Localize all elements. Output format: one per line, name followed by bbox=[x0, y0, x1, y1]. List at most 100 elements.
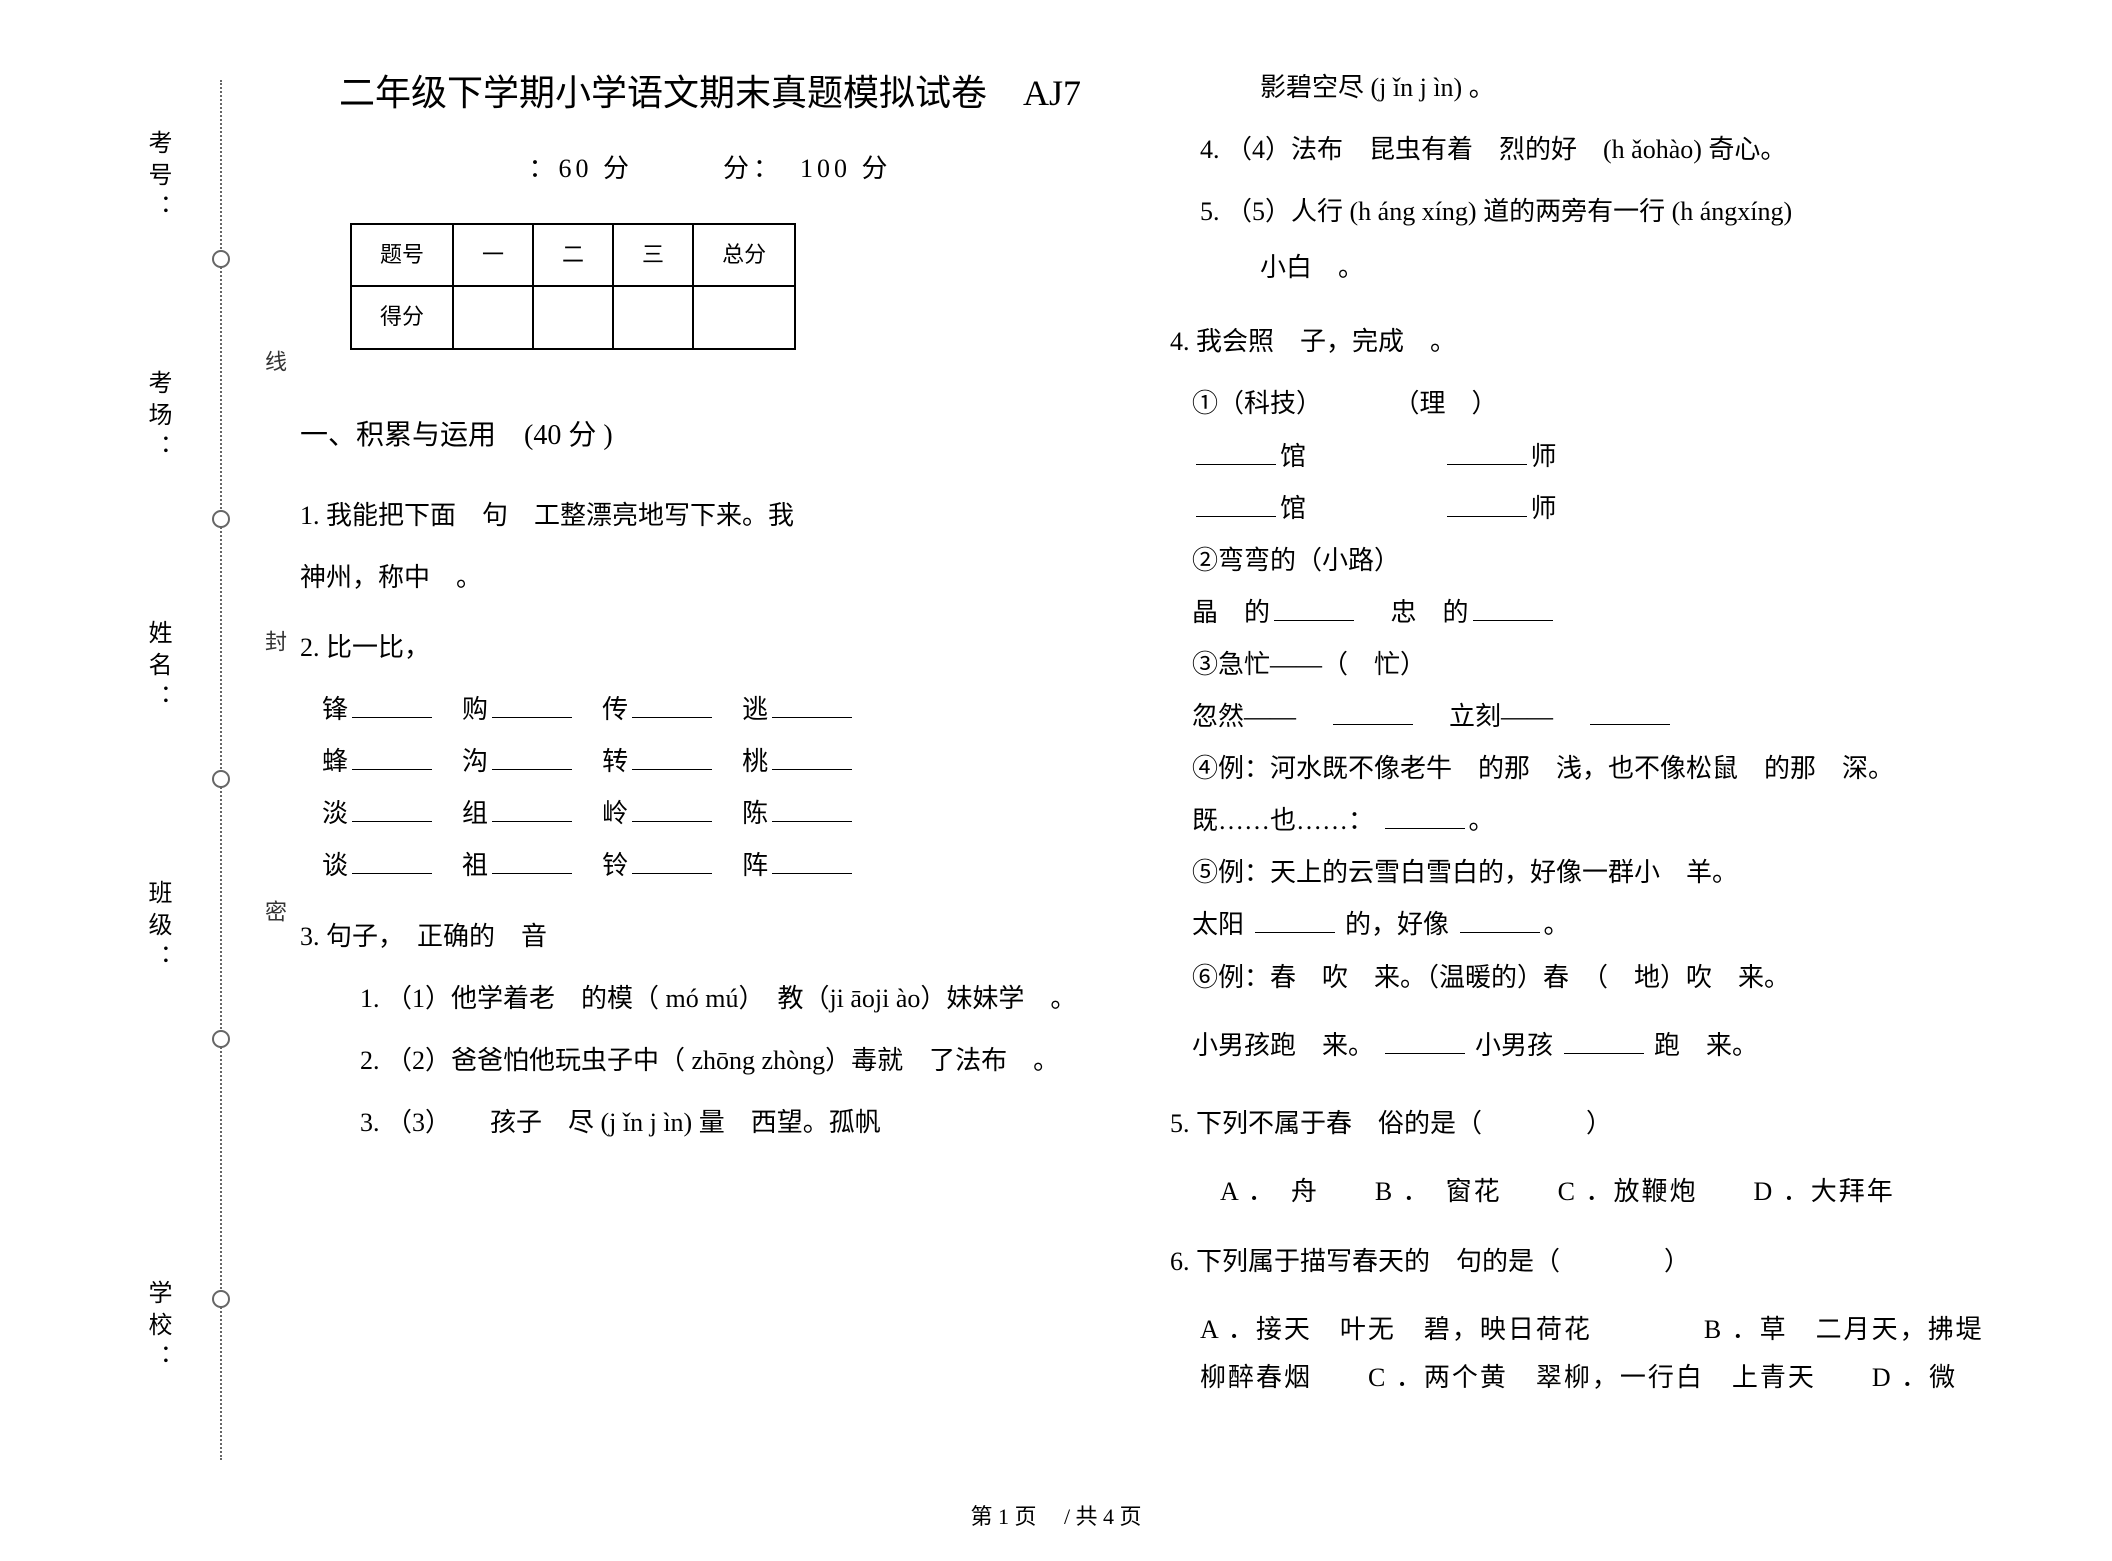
td bbox=[533, 286, 613, 349]
q2-grid: 锋 购 传 逃 蜂 沟 转 桃 淡 组 岭 陈 谈 祖 铃 阵 bbox=[300, 686, 1120, 890]
q-text: 下列不属于春 俗的是（ ） bbox=[1196, 1109, 1612, 1138]
q6-options: A ．接天 叶无 碧，映日荷花 B ．草 二月天，拂堤 柳醉春烟 C ．两个黄 … bbox=[1200, 1306, 1990, 1402]
char: 传 bbox=[602, 695, 628, 724]
text: 。 bbox=[1469, 806, 1495, 835]
text: 忠 的 bbox=[1391, 598, 1469, 627]
sub-num: 3. bbox=[360, 1108, 380, 1137]
blank[interactable] bbox=[352, 748, 432, 770]
char: 淡 bbox=[322, 799, 348, 828]
text: 太阳 bbox=[1192, 910, 1244, 939]
q-text: 下列属于描写春天的 句的是（ ） bbox=[1196, 1247, 1690, 1276]
char: 组 bbox=[462, 799, 488, 828]
q-num: 3. bbox=[300, 922, 320, 951]
blank[interactable] bbox=[1564, 1032, 1644, 1054]
blank[interactable] bbox=[772, 800, 852, 822]
char: 锋 bbox=[322, 695, 348, 724]
q4-g1-l2: 馆 师 bbox=[1192, 485, 1990, 533]
text: 师 bbox=[1531, 442, 1557, 471]
text: 跑 来。 bbox=[1654, 1031, 1758, 1060]
binding-strip: 考号： 考场： 姓名： 班级： 学校： 线 封 密 bbox=[60, 50, 240, 1490]
blank[interactable] bbox=[1196, 443, 1276, 465]
td: 得分 bbox=[351, 286, 453, 349]
td bbox=[453, 286, 533, 349]
q4-g2-l: 晶 的 忠 的 bbox=[1192, 589, 1990, 637]
blank[interactable] bbox=[632, 800, 712, 822]
exam-subtitle: ：60 分 分： 100 分 bbox=[300, 145, 1120, 193]
blank[interactable] bbox=[632, 696, 712, 718]
q4-g5-l: 太阳 的，好像 。 bbox=[1192, 901, 1990, 949]
char: 陈 bbox=[742, 799, 768, 828]
sub-text: （5）人行 (h áng xíng) 道的两旁有一行 (h ángxíng) bbox=[1226, 197, 1792, 226]
blank[interactable] bbox=[1385, 1032, 1465, 1054]
text: 师 bbox=[1531, 494, 1557, 523]
q4-g4: ④例：河水既不像老牛 的那 浅，也不像松鼠 的那 深。 bbox=[1192, 745, 1990, 793]
q4-g4-s: 既……也……： 。 bbox=[1192, 797, 1990, 845]
table-row: 题号 一 二 三 总分 bbox=[351, 224, 795, 287]
q3-sub-3: 3. （3） 孩子 尽 (j ǐn j ìn) 量 西望。孤帆 bbox=[360, 1099, 1120, 1147]
char: 桃 bbox=[742, 747, 768, 776]
q5-options: A ． 舟 B ． 窗花 C ．放鞭炮 D ．大拜年 bbox=[1220, 1168, 1990, 1216]
blank[interactable] bbox=[352, 852, 432, 874]
q4-g5: ⑤例：天上的云雪白雪白的，好像一群小 羊。 bbox=[1192, 849, 1990, 897]
table-row: 得分 bbox=[351, 286, 795, 349]
q4-g6: ⑥例：春 吹 来。（温暖的）春 （ 地）吹 来。 bbox=[1192, 954, 1990, 1002]
blank[interactable] bbox=[1333, 703, 1413, 725]
q4-g1: ①（科技） （理 ） bbox=[1192, 380, 1990, 428]
q3-sub-5: 5. （5）人行 (h áng xíng) 道的两旁有一行 (h ángxíng… bbox=[1200, 188, 1990, 236]
section-1-title: 一、积累与运用 (40 分 ) bbox=[300, 410, 1120, 462]
question-4: 4. 我会照 子，完成 。 bbox=[1170, 318, 1990, 366]
q-text: 句子， 正确的 音 bbox=[326, 922, 547, 951]
q2-row: 蜂 沟 转 桃 bbox=[322, 738, 1120, 786]
q4-g3: ③急忙——（ 忙） bbox=[1192, 641, 1990, 689]
blank[interactable] bbox=[492, 696, 572, 718]
blank[interactable] bbox=[1274, 599, 1354, 621]
char: 蜂 bbox=[322, 747, 348, 776]
side-label-school: 学校： bbox=[140, 1280, 175, 1376]
q4-g3-l: 忽然—— 立刻—— bbox=[1192, 693, 1990, 741]
blank[interactable] bbox=[492, 800, 572, 822]
blank[interactable] bbox=[1255, 911, 1335, 933]
blank[interactable] bbox=[772, 748, 852, 770]
blank[interactable] bbox=[772, 696, 852, 718]
text: 立刻—— bbox=[1449, 702, 1553, 731]
page-footer: 第 1 页 / 共 4 页 bbox=[0, 1499, 2112, 1531]
blank[interactable] bbox=[1473, 599, 1553, 621]
blank[interactable] bbox=[352, 696, 432, 718]
blank[interactable] bbox=[772, 852, 852, 874]
blank[interactable] bbox=[492, 852, 572, 874]
blank[interactable] bbox=[1447, 443, 1527, 465]
blank[interactable] bbox=[1590, 703, 1670, 725]
char: 转 bbox=[602, 747, 628, 776]
char: 沟 bbox=[462, 747, 488, 776]
q3-sub-1: 1. （1）他学着老 的模（ mó mú） 教（ji āoji ào）妹妹学 。 bbox=[360, 975, 1120, 1023]
text: 馆 bbox=[1280, 494, 1306, 523]
th: 总分 bbox=[693, 224, 795, 287]
text: ①（科技） bbox=[1192, 389, 1309, 418]
td bbox=[693, 286, 795, 349]
blank[interactable] bbox=[1385, 807, 1465, 829]
question-5: 5. 下列不属于春 俗的是（ ） bbox=[1170, 1100, 1990, 1148]
blank[interactable] bbox=[1196, 495, 1276, 517]
char: 逃 bbox=[742, 695, 768, 724]
side-label-class: 班级： bbox=[140, 880, 175, 976]
blank[interactable] bbox=[352, 800, 432, 822]
page-content: 二年级下学期小学语文期末真题模拟试卷 AJ7 ：60 分 分： 100 分 题号… bbox=[280, 60, 2030, 1460]
sub-text: （3） 孩子 尽 (j ǐn j ìn) 量 西望。孤帆 bbox=[386, 1108, 881, 1137]
q-num: 6. bbox=[1170, 1247, 1190, 1276]
blank[interactable] bbox=[632, 852, 712, 874]
sub-num: 2. bbox=[360, 1046, 380, 1075]
question-2: 2. 比一比， bbox=[300, 624, 1120, 672]
q-text: 比一比， bbox=[326, 633, 430, 662]
blank[interactable] bbox=[492, 748, 572, 770]
q2-row: 谈 祖 铃 阵 bbox=[322, 842, 1120, 890]
blank[interactable] bbox=[632, 748, 712, 770]
blank[interactable] bbox=[1447, 495, 1527, 517]
th: 三 bbox=[613, 224, 693, 287]
binding-circle bbox=[212, 1290, 230, 1308]
th: 一 bbox=[453, 224, 533, 287]
sub-num: 1. bbox=[360, 984, 380, 1013]
left-column: 二年级下学期小学语文期末真题模拟试卷 AJ7 ：60 分 分： 100 分 题号… bbox=[280, 60, 1150, 1460]
binding-circle bbox=[212, 510, 230, 528]
text: （理 ） bbox=[1394, 389, 1498, 418]
blank[interactable] bbox=[1460, 911, 1540, 933]
